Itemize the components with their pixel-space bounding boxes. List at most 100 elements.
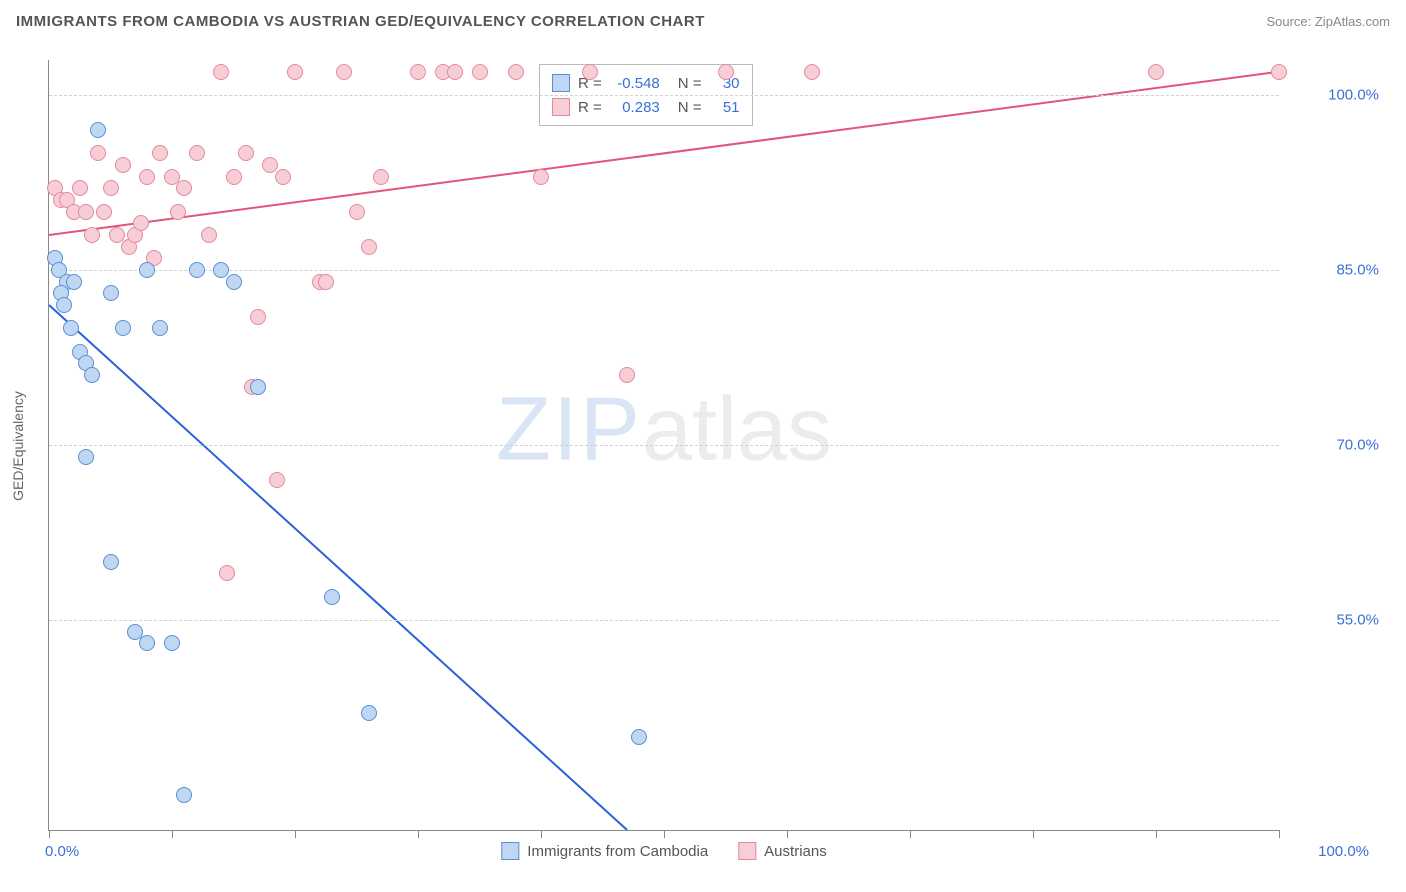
x-tick (1156, 830, 1157, 838)
x-tick (664, 830, 665, 838)
data-point-austrian (189, 145, 205, 161)
legend-n-value: 51 (710, 99, 740, 116)
data-point-austrian (275, 169, 291, 185)
data-point-austrian (533, 169, 549, 185)
data-point-cambodia (176, 787, 192, 803)
legend-item-cambodia: Immigrants from Cambodia (501, 842, 708, 860)
legend-label-cambodia: Immigrants from Cambodia (527, 843, 708, 860)
legend-swatch (552, 74, 570, 92)
data-point-austrian (152, 145, 168, 161)
data-point-austrian (170, 204, 186, 220)
data-point-cambodia (189, 262, 205, 278)
legend-n-label: N = (678, 99, 702, 116)
watermark-atlas: atlas (642, 379, 832, 479)
data-point-cambodia (90, 122, 106, 138)
y-axis-label: GED/Equivalency (10, 391, 26, 501)
data-point-austrian (78, 204, 94, 220)
data-point-cambodia (152, 320, 168, 336)
data-point-austrian (226, 169, 242, 185)
data-point-austrian (804, 64, 820, 80)
data-point-austrian (250, 309, 266, 325)
data-point-austrian (619, 367, 635, 383)
data-point-austrian (269, 472, 285, 488)
data-point-austrian (201, 227, 217, 243)
data-point-cambodia (115, 320, 131, 336)
legend-item-austrian: Austrians (738, 842, 827, 860)
data-point-austrian (373, 169, 389, 185)
data-point-austrian (133, 215, 149, 231)
data-point-cambodia (631, 729, 647, 745)
y-tick-label: 55.0% (1289, 612, 1379, 629)
data-point-austrian (508, 64, 524, 80)
legend-swatch-austrian (738, 842, 756, 860)
legend-swatch (552, 98, 570, 116)
source-label: Source: ZipAtlas.com (1266, 14, 1390, 29)
data-point-cambodia (66, 274, 82, 290)
data-point-cambodia (164, 635, 180, 651)
gridline-h (49, 445, 1279, 446)
data-point-austrian (84, 227, 100, 243)
data-point-austrian (1148, 64, 1164, 80)
y-tick-label: 85.0% (1289, 262, 1379, 279)
x-tick (418, 830, 419, 838)
legend-r-value: 0.283 (610, 99, 660, 116)
x-tick (1033, 830, 1034, 838)
data-point-cambodia (78, 449, 94, 465)
gridline-h (49, 270, 1279, 271)
legend-n-label: N = (678, 75, 702, 92)
x-tick (910, 830, 911, 838)
x-tick (172, 830, 173, 838)
data-point-austrian (72, 180, 88, 196)
data-point-austrian (472, 64, 488, 80)
series-legend: Immigrants from Cambodia Austrians (501, 842, 826, 860)
stats-legend-row: R =-0.548N =30 (552, 71, 740, 95)
data-point-austrian (318, 274, 334, 290)
legend-swatch-cambodia (501, 842, 519, 860)
watermark: ZIPatlas (496, 378, 832, 481)
title-bar: IMMIGRANTS FROM CAMBODIA VS AUSTRIAN GED… (0, 0, 1406, 42)
data-point-austrian (349, 204, 365, 220)
data-point-cambodia (250, 379, 266, 395)
data-point-austrian (115, 157, 131, 173)
gridline-h (49, 620, 1279, 621)
chart-title: IMMIGRANTS FROM CAMBODIA VS AUSTRIAN GED… (16, 13, 705, 30)
data-point-austrian (718, 64, 734, 80)
x-tick (541, 830, 542, 838)
data-point-cambodia (84, 367, 100, 383)
data-point-austrian (582, 64, 598, 80)
data-point-austrian (410, 64, 426, 80)
x-tick (49, 830, 50, 838)
data-point-austrian (287, 64, 303, 80)
data-point-austrian (447, 64, 463, 80)
data-point-austrian (336, 64, 352, 80)
data-point-cambodia (103, 285, 119, 301)
data-point-cambodia (361, 705, 377, 721)
data-point-cambodia (324, 589, 340, 605)
data-point-austrian (96, 204, 112, 220)
data-point-austrian (219, 565, 235, 581)
trendline-cambodia (49, 305, 627, 830)
data-point-cambodia (139, 635, 155, 651)
data-point-austrian (361, 239, 377, 255)
x-tick-label: 100.0% (1289, 843, 1369, 860)
data-point-cambodia (103, 554, 119, 570)
data-point-austrian (176, 180, 192, 196)
data-point-austrian (90, 145, 106, 161)
y-tick-label: 100.0% (1289, 87, 1379, 104)
stats-legend-row: R = 0.283 N = 51 (552, 95, 740, 119)
data-point-cambodia (63, 320, 79, 336)
x-tick (295, 830, 296, 838)
gridline-h (49, 95, 1279, 96)
legend-r-value: -0.548 (610, 75, 660, 92)
data-point-austrian (139, 169, 155, 185)
data-point-cambodia (56, 297, 72, 313)
data-point-austrian (213, 64, 229, 80)
data-point-austrian (238, 145, 254, 161)
data-point-cambodia (226, 274, 242, 290)
legend-r-label: R = (578, 99, 602, 116)
watermark-zip: ZIP (496, 379, 642, 479)
y-tick-label: 70.0% (1289, 437, 1379, 454)
x-tick (787, 830, 788, 838)
legend-label-austrian: Austrians (764, 843, 827, 860)
x-tick (1279, 830, 1280, 838)
